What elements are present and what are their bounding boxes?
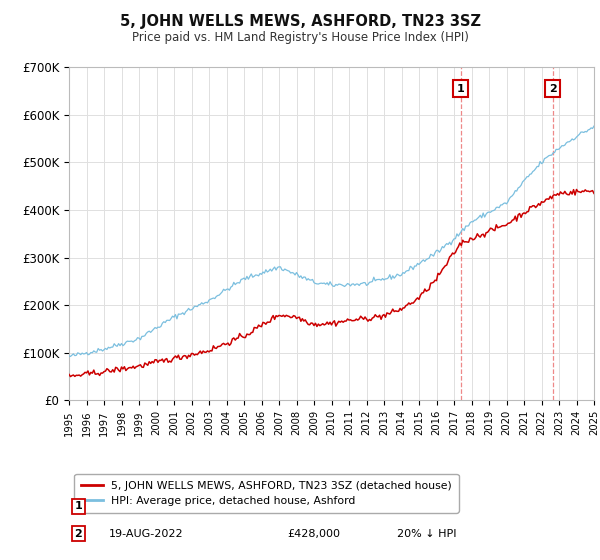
- Text: Price paid vs. HM Land Registry's House Price Index (HPI): Price paid vs. HM Land Registry's House …: [131, 31, 469, 44]
- Text: 24% ↓ HPI: 24% ↓ HPI: [397, 501, 457, 511]
- Text: 19-AUG-2022: 19-AUG-2022: [109, 529, 183, 539]
- Text: 5, JOHN WELLS MEWS, ASHFORD, TN23 3SZ: 5, JOHN WELLS MEWS, ASHFORD, TN23 3SZ: [119, 14, 481, 29]
- Text: 1: 1: [457, 83, 464, 94]
- Legend: 5, JOHN WELLS MEWS, ASHFORD, TN23 3SZ (detached house), HPI: Average price, deta: 5, JOHN WELLS MEWS, ASHFORD, TN23 3SZ (d…: [74, 474, 458, 512]
- Text: £329,950: £329,950: [287, 501, 340, 511]
- Text: 2: 2: [74, 529, 82, 539]
- Text: 1: 1: [74, 501, 82, 511]
- Text: £428,000: £428,000: [287, 529, 340, 539]
- Text: 20% ↓ HPI: 20% ↓ HPI: [397, 529, 457, 539]
- Text: 24-MAY-2017: 24-MAY-2017: [109, 501, 181, 511]
- Text: 2: 2: [548, 83, 556, 94]
